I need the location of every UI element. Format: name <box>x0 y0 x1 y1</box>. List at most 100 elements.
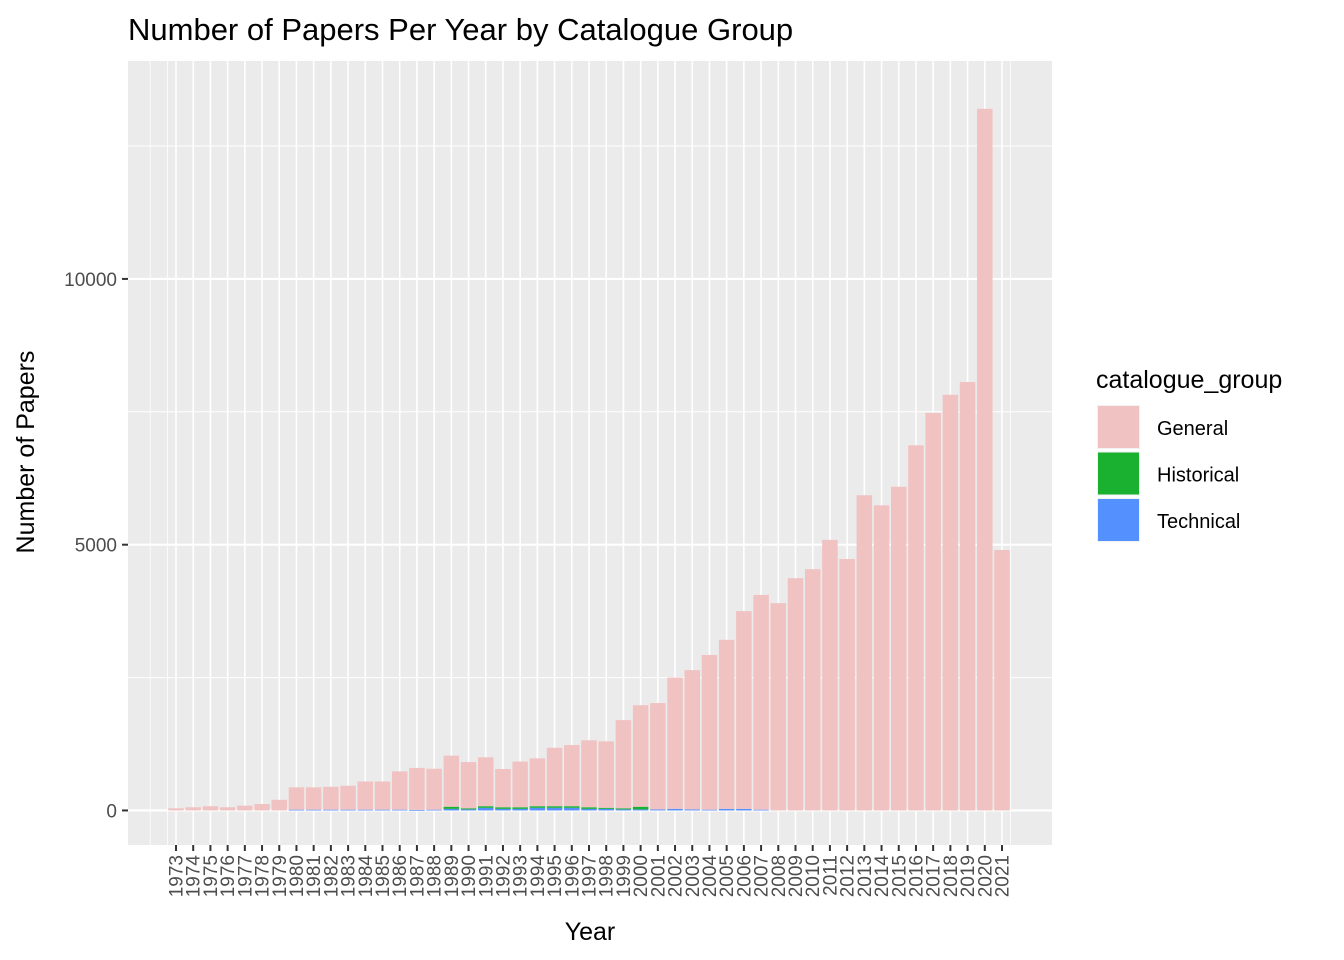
bar-general-1973 <box>168 808 184 811</box>
x-tick-label: 1989 <box>442 855 463 897</box>
x-tick-label: 1985 <box>373 855 394 897</box>
x-tick-label: 1980 <box>287 855 308 897</box>
x-tick-label: 1986 <box>390 855 411 897</box>
bar-general-2012 <box>839 559 855 811</box>
bar-general-1999 <box>615 720 632 809</box>
bar-historical-1995 <box>546 806 563 808</box>
x-tick-label: 2008 <box>769 855 790 897</box>
x-tick-label: 1987 <box>407 855 428 897</box>
x-tick-label: 1983 <box>339 855 360 897</box>
bar-general-2007 <box>753 594 769 810</box>
y-axis: 0 5000 10000 <box>64 270 128 822</box>
bar-technical-1997 <box>581 808 597 811</box>
chart-title: Number of Papers Per Year by Catalogue G… <box>128 12 793 47</box>
bar-technical-1983 <box>340 809 356 811</box>
y-tick-label: 0 <box>106 801 117 822</box>
bar-general-1980 <box>288 787 305 810</box>
bar-general-2001 <box>650 703 666 810</box>
bar-technical-1982 <box>323 809 339 811</box>
bar-general-1976 <box>219 807 236 811</box>
bar-technical-2005 <box>718 808 735 811</box>
bar-technical-1991 <box>478 807 494 811</box>
x-tick-label: 1994 <box>528 855 549 898</box>
legend-swatch-general <box>1098 406 1139 448</box>
bar-general-1998 <box>598 741 614 808</box>
bar-general-2019 <box>959 382 976 811</box>
bar-general-2021 <box>994 550 1010 811</box>
bar-general-1978 <box>254 804 270 811</box>
x-tick-label: 2015 <box>889 855 910 897</box>
bar-general-1984 <box>357 781 374 810</box>
bar-general-1989 <box>443 755 460 807</box>
legend-label-technical: Technical <box>1157 511 1240 533</box>
bar-general-2015 <box>891 486 907 811</box>
bar-general-1991 <box>478 757 494 807</box>
bar-technical-1992 <box>495 808 511 811</box>
x-tick-label: 2005 <box>717 855 738 897</box>
x-tick-label: 1997 <box>580 855 601 897</box>
legend-swatch-technical <box>1098 499 1139 541</box>
bar-general-1987 <box>409 767 425 810</box>
bar-general-1997 <box>581 740 597 808</box>
bar-technical-2007 <box>753 809 769 811</box>
bar-technical-1988 <box>426 809 442 811</box>
x-tick-label: 2002 <box>666 855 687 897</box>
bar-general-1981 <box>305 787 322 810</box>
y-tick-label: 5000 <box>75 536 117 557</box>
x-tick-label: 1974 <box>184 855 205 898</box>
bar-historical-1989 <box>443 806 460 809</box>
bar-technical-1984 <box>357 809 374 811</box>
x-tick-label: 2020 <box>975 855 996 897</box>
x-tick-label: 2021 <box>993 855 1014 897</box>
bar-general-2003 <box>684 670 700 810</box>
bar-historical-1991 <box>478 806 494 808</box>
bars <box>168 108 1010 811</box>
bar-general-2006 <box>736 611 752 809</box>
bar-general-1990 <box>460 762 477 809</box>
bar-general-2018 <box>942 394 959 811</box>
bar-technical-2002 <box>667 808 683 811</box>
bar-general-1995 <box>546 747 563 807</box>
bar-technical-1993 <box>512 808 528 811</box>
bar-historical-2000 <box>632 806 649 810</box>
bar-technical-2003 <box>684 809 700 811</box>
bar-historical-1998 <box>598 807 614 809</box>
x-tick-label: 2014 <box>872 855 893 898</box>
bar-general-2010 <box>804 569 821 811</box>
x-axis: 1973197419751976197719781979198019811982… <box>167 845 1014 897</box>
x-tick-label: 1975 <box>201 855 222 897</box>
legend: catalogue_group General Historical Technic… <box>1096 366 1282 542</box>
x-tick-label: 1988 <box>425 855 446 897</box>
bar-historical-1996 <box>564 806 580 808</box>
x-tick-label: 2011 <box>820 855 841 896</box>
x-tick-label: 1996 <box>562 855 583 897</box>
bar-general-2017 <box>925 412 941 811</box>
x-tick-label: 2004 <box>700 855 721 898</box>
bar-general-1979 <box>271 799 287 811</box>
legend-swatch-historical <box>1098 452 1139 495</box>
bar-historical-1997 <box>581 807 597 809</box>
bar-general-1974 <box>185 807 201 811</box>
x-tick-label: 1999 <box>614 855 635 897</box>
x-tick-label: 2006 <box>734 855 755 897</box>
bar-technical-2006 <box>736 808 752 811</box>
x-tick-label: 1991 <box>476 855 497 897</box>
x-tick-label: 1995 <box>545 855 566 897</box>
bar-general-2020 <box>977 108 993 811</box>
bar-general-2005 <box>718 639 735 809</box>
x-tick-label: 1973 <box>167 855 188 897</box>
bar-general-2013 <box>856 495 873 811</box>
bar-technical-1989 <box>443 808 460 811</box>
bar-technical-1995 <box>546 807 563 811</box>
bar-technical-1986 <box>391 809 408 811</box>
x-tick-label: 2018 <box>941 855 962 897</box>
bar-general-2002 <box>667 677 683 809</box>
bar-general-1985 <box>374 781 391 810</box>
bar-technical-1996 <box>564 807 580 811</box>
bar-historical-1994 <box>529 806 546 808</box>
x-tick-label: 1993 <box>511 855 532 897</box>
x-tick-label: 1979 <box>270 855 291 897</box>
x-tick-label: 1984 <box>356 855 377 898</box>
legend-title: catalogue_group <box>1096 366 1282 394</box>
